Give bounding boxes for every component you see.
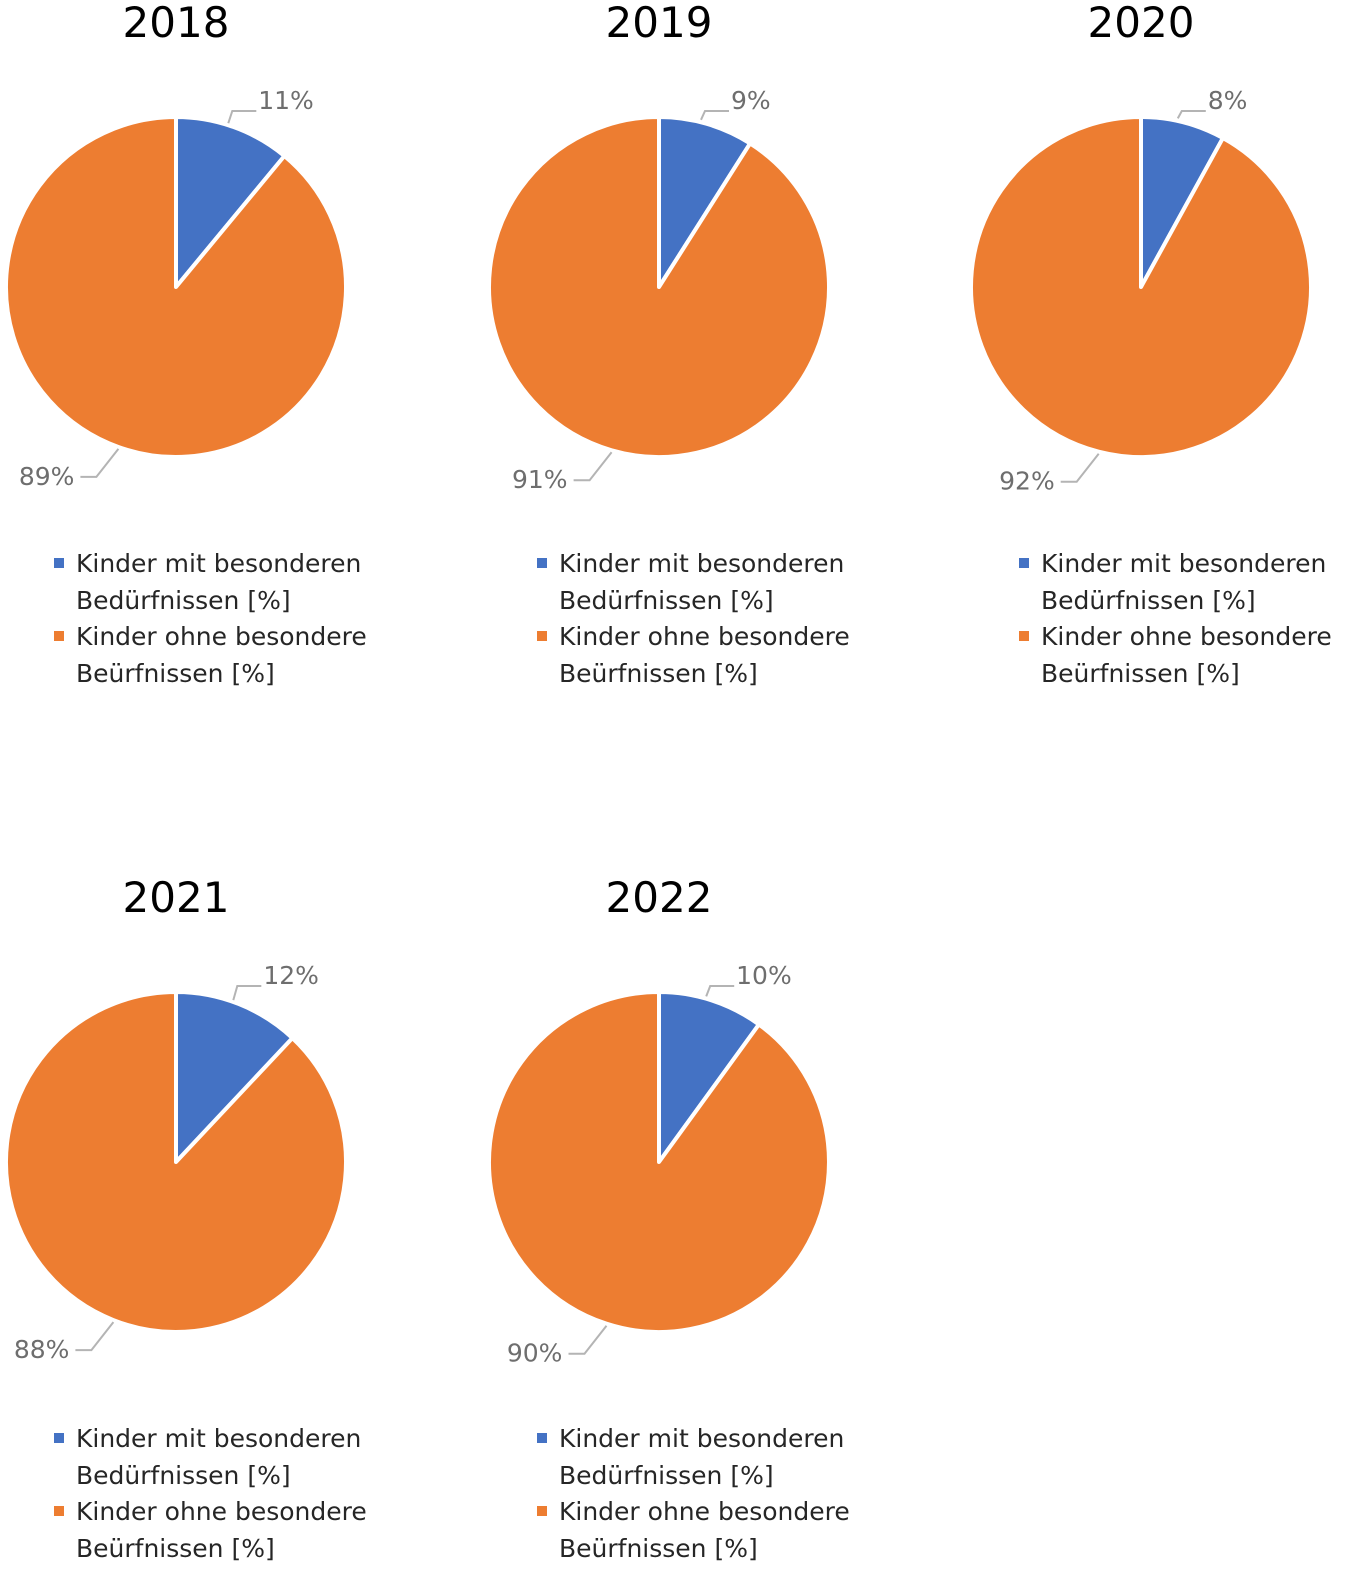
legend-label: Kinder ohne besondere <box>559 622 850 651</box>
legend-item: Kinder mit besonderen Bedürfnissen [%] <box>537 549 844 615</box>
legend-swatch <box>537 1433 547 1443</box>
leader-line <box>705 985 735 997</box>
legend-label: Kinder ohne besondere <box>76 1497 367 1526</box>
legend-label: Kinder mit besonderen <box>559 1424 844 1453</box>
pie-panel-2020: 2020 8% 92% Kinder mit besonderen Bedürfniss… <box>969 0 1332 688</box>
legend-swatch <box>537 631 547 641</box>
legend-item: Kinder ohne besondere Beürfnissen [%] <box>1019 622 1332 688</box>
legend-item: Kinder ohne besondere Beürfnissen [%] <box>54 1497 367 1563</box>
legend-swatch <box>1019 558 1029 568</box>
legend-item: Kinder ohne besondere Beürfnissen [%] <box>537 1497 850 1563</box>
data-label-with-needs: 9% <box>731 86 771 115</box>
legend-swatch <box>54 1506 64 1516</box>
chart-title: 2022 <box>606 873 713 922</box>
pie-slice-with-needs <box>174 990 295 1164</box>
pie-slice-without-needs <box>487 115 831 459</box>
legend-swatch <box>54 558 64 568</box>
pie-slice-with-needs <box>174 115 287 289</box>
legend-swatch <box>537 558 547 568</box>
leader-line <box>80 448 120 478</box>
legend-label: Beürfnissen [%] <box>559 659 758 688</box>
data-label-without-needs: 90% <box>507 1339 563 1368</box>
legend-label: Bedürfnissen [%] <box>76 586 291 615</box>
pie-slice-without-needs <box>4 990 348 1334</box>
legend-label: Bedürfnissen [%] <box>1041 586 1256 615</box>
data-label-with-needs: 11% <box>258 86 314 115</box>
legend-swatch <box>54 631 64 641</box>
pie-slice-without-needs <box>4 115 348 459</box>
data-label-without-needs: 91% <box>512 465 568 494</box>
legend-label: Bedürfnissen [%] <box>559 586 774 615</box>
legend-label: Kinder mit besonderen <box>76 549 361 578</box>
legend-label: Kinder mit besonderen <box>559 549 844 578</box>
pie-panel-2021: 2021 12% 88% Kinder mit besonderen Bedürfnis… <box>4 873 367 1563</box>
data-label-with-needs: 8% <box>1208 86 1248 115</box>
leader-line <box>1060 453 1100 483</box>
legend-label: Bedürfnissen [%] <box>559 1461 774 1490</box>
pie-panel-2018: 2018 11% 89% Kinder mit besonderen Bedürfnis… <box>4 0 367 688</box>
chart-title: 2019 <box>606 0 713 47</box>
chart-title: 2018 <box>123 0 230 47</box>
legend-swatch <box>54 1433 64 1443</box>
legend-swatch <box>1019 631 1029 641</box>
legend-label: Kinder mit besonderen <box>1041 549 1326 578</box>
legend-item: Kinder mit besonderen Bedürfnissen [%] <box>54 549 361 615</box>
legend-label: Kinder ohne besondere <box>76 622 367 651</box>
legend-label: Kinder mit besonderen <box>76 1424 361 1453</box>
legend-label: Beürfnissen [%] <box>1041 659 1240 688</box>
data-label-with-needs: 12% <box>263 961 319 990</box>
legend-swatch <box>537 1506 547 1516</box>
data-label-with-needs: 10% <box>736 961 792 990</box>
leader-line <box>568 1325 608 1355</box>
pie-slice-without-needs <box>969 115 1313 459</box>
legend-label: Bedürfnissen [%] <box>76 1461 291 1490</box>
leader-line <box>573 451 613 482</box>
legend-label: Kinder ohne besondere <box>1041 622 1332 651</box>
leader-line <box>1176 110 1206 119</box>
legend-label: Beürfnissen [%] <box>76 659 275 688</box>
leader-line <box>75 1321 115 1352</box>
pie-panel-2022: 2022 10% 90% Kinder mit besonderen Bedürfnis… <box>487 873 850 1563</box>
chart-title: 2021 <box>123 873 230 922</box>
legend-label: Beürfnissen [%] <box>76 1534 275 1563</box>
data-label-without-needs: 92% <box>999 467 1055 496</box>
legend-item: Kinder ohne besondere Beürfnissen [%] <box>54 622 367 688</box>
legend-label: Beürfnissen [%] <box>559 1534 758 1563</box>
legend-item: Kinder mit besonderen Bedürfnissen [%] <box>1019 549 1326 615</box>
legend-item: Kinder ohne besondere Beürfnissen [%] <box>537 622 850 688</box>
legend-item: Kinder mit besonderen Bedürfnissen [%] <box>537 1424 844 1490</box>
data-label-without-needs: 88% <box>14 1335 70 1364</box>
leader-line <box>700 110 729 121</box>
leader-line <box>232 985 262 1001</box>
pie-panel-2019: 2019 9% 91% Kinder mit besonderen Bedürfniss… <box>487 0 850 688</box>
chart-title: 2020 <box>1088 0 1195 47</box>
legend-item: Kinder mit besonderen Bedürfnissen [%] <box>54 1424 361 1490</box>
legend-label: Kinder ohne besondere <box>559 1497 850 1526</box>
pie-slice-with-needs <box>657 990 761 1164</box>
leader-line <box>227 110 257 124</box>
pie-slice-without-needs <box>487 990 831 1334</box>
data-label-without-needs: 89% <box>19 462 75 491</box>
